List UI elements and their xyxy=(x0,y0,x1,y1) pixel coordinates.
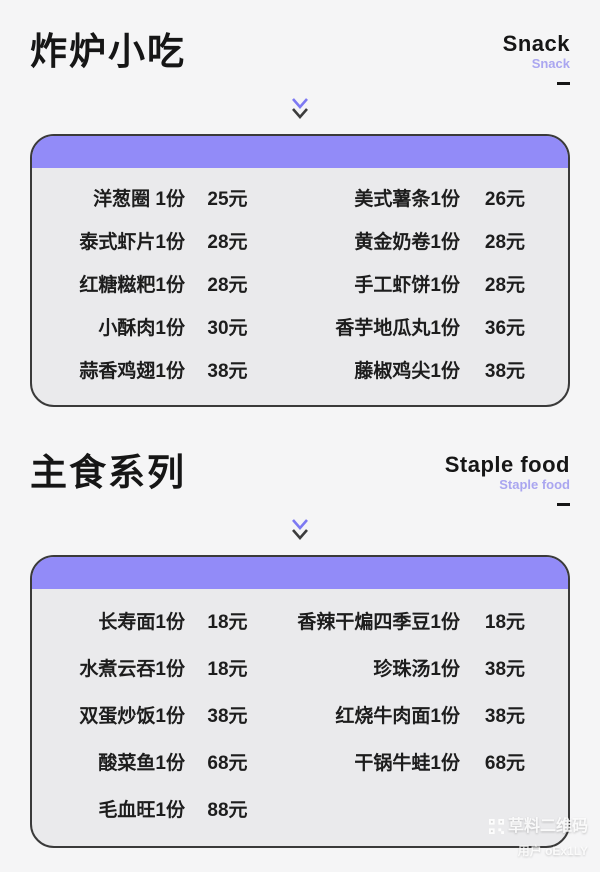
card-header-bar xyxy=(32,135,568,168)
underline-dash xyxy=(557,81,570,85)
menu-item-price: 36元 xyxy=(484,317,526,339)
menu-item-name: 长寿面1份 xyxy=(98,611,185,633)
menu-item-name: 酸菜鱼1份 xyxy=(98,752,185,774)
section-subtitle-en: Snack xyxy=(502,31,570,56)
menu-row: 水煮云吞1份 18元 珍珠汤1份 38元 xyxy=(50,644,550,691)
menu-item-name: 珍珠汤1份 xyxy=(373,658,460,680)
menu-item-price: 28元 xyxy=(484,274,526,296)
section-staple-food: 主食系列 Staple food Staple food 长寿面1份 18元 香辣干… xyxy=(0,443,600,848)
menu-item-name: 手工虾饼1份 xyxy=(354,274,460,296)
section-subtitle-en: Staple food xyxy=(444,451,570,477)
section-header: 炸炉小吃 Snack Snack xyxy=(30,22,570,90)
menu-item-price: 28元 xyxy=(484,231,526,253)
menu-item-name: 泰式虾片1份 xyxy=(79,231,185,253)
menu-item-name: 红烧牛肉面1份 xyxy=(335,705,460,727)
menu-card-staple-food: 长寿面1份 18元 香辣干煸四季豆1份 18元 水煮云吞1份 18元 珍珠汤1份 38元 双蛋炒… xyxy=(30,554,570,848)
menu-item-price: 26元 xyxy=(484,188,526,210)
menu-row: 红糖糍粑1份 28元 手工虾饼1份 28元 xyxy=(50,262,550,305)
menu-item-name: 香辣干煸四季豆1份 xyxy=(297,611,460,633)
menu-item-name: 小酥肉1份 xyxy=(98,317,185,339)
section-divider xyxy=(30,96,570,124)
menu-row: 洋葱圈 1份 25元 美式薯条1份 26元 xyxy=(50,176,550,219)
section-snack: 炸炉小吃 Snack Snack 洋葱圈 1份 25元 美式薯条1份 26元泰式虾片1… xyxy=(0,0,600,407)
menu-item-price: 18元 xyxy=(207,611,248,633)
section-subtitle-en-small: Staple food xyxy=(499,476,570,492)
section-subtitle-block: Snack Snack xyxy=(503,22,570,90)
menu-row: 泰式虾片1份 28元 黄金奶卷1份 28元 xyxy=(50,219,550,262)
section-title: 炸炉小吃 xyxy=(30,31,186,72)
menu-item-name: 双蛋炒饭1份 xyxy=(79,705,185,727)
menu-item-name: 毛血旺1份 xyxy=(98,799,185,821)
menu-row: 酸菜鱼1份 68元 干锅牛蛙1份 68元 xyxy=(50,738,550,785)
menu-row: 小酥肉1份 30元 香芋地瓜丸1份 36元 xyxy=(50,305,550,348)
menu-item-name: 干锅牛蛙1份 xyxy=(354,752,460,774)
menu-item-name: 洋葱圈 1份 xyxy=(93,188,185,210)
menu-item-price: 18元 xyxy=(484,611,526,633)
menu-item-price: 30元 xyxy=(207,317,248,339)
menu-item-price: 88元 xyxy=(207,799,248,821)
menu-item-price: 38元 xyxy=(207,360,248,382)
menu-item-name: 美式薯条1份 xyxy=(354,188,460,210)
menu-item-price: 25元 xyxy=(207,188,248,210)
menu-item-price: 38元 xyxy=(484,360,526,382)
menu-item-name: 红糖糍粑1份 xyxy=(79,274,185,296)
section-divider xyxy=(30,517,570,545)
menu-item-price: 38元 xyxy=(484,705,526,727)
menu-item-name: 藤椒鸡尖1份 xyxy=(354,360,460,382)
section-subtitle-en-small: Snack xyxy=(531,56,570,72)
menu-item-name: 水煮云吞1份 xyxy=(79,658,185,680)
menu-row: 毛血旺1份 88元 xyxy=(50,785,550,832)
card-header-bar xyxy=(32,556,568,589)
double-chevron-down-icon xyxy=(292,97,308,119)
double-chevron-down-icon xyxy=(292,518,308,540)
menu-item-price: 68元 xyxy=(484,752,526,774)
menu-item-price: 68元 xyxy=(207,752,248,774)
section-header: 主食系列 Staple food Staple food xyxy=(30,443,570,511)
menu-item-name: 黄金奶卷1份 xyxy=(354,231,460,253)
menu-row: 长寿面1份 18元 香辣干煸四季豆1份 18元 xyxy=(50,597,550,644)
menu-row: 蒜香鸡翅1份 38元 藤椒鸡尖1份 38元 xyxy=(50,348,550,391)
menu-item-price: 28元 xyxy=(207,231,248,253)
section-title: 主食系列 xyxy=(30,451,186,493)
menu-item-price: 18元 xyxy=(207,658,248,680)
menu-item-price: 28元 xyxy=(207,274,248,296)
underline-dash xyxy=(557,502,570,506)
menu-card-snack: 洋葱圈 1份 25元 美式薯条1份 26元 泰式虾片1份 28元 黄金奶卷1份 28元 红糖糍粑… xyxy=(30,133,570,407)
menu-item-price: 38元 xyxy=(207,705,248,727)
menu-item-name: 蒜香鸡翅1份 xyxy=(79,360,185,382)
menu-list: 洋葱圈 1份 25元 美式薯条1份 26元 泰式虾片1份 28元 黄金奶卷1份 28元 红糖糍粑… xyxy=(32,168,568,405)
menu-item-name: 香芋地瓜丸1份 xyxy=(335,317,460,339)
menu-list: 长寿面1份 18元 香辣干煸四季豆1份 18元 水煮云吞1份 18元 珍珠汤1份 38元 双蛋炒… xyxy=(32,589,568,846)
menu-row: 双蛋炒饭1份 38元 红烧牛肉面1份 38元 xyxy=(50,691,550,738)
menu-item-price: 38元 xyxy=(484,658,526,680)
section-subtitle-block: Staple food Staple food xyxy=(445,443,570,511)
